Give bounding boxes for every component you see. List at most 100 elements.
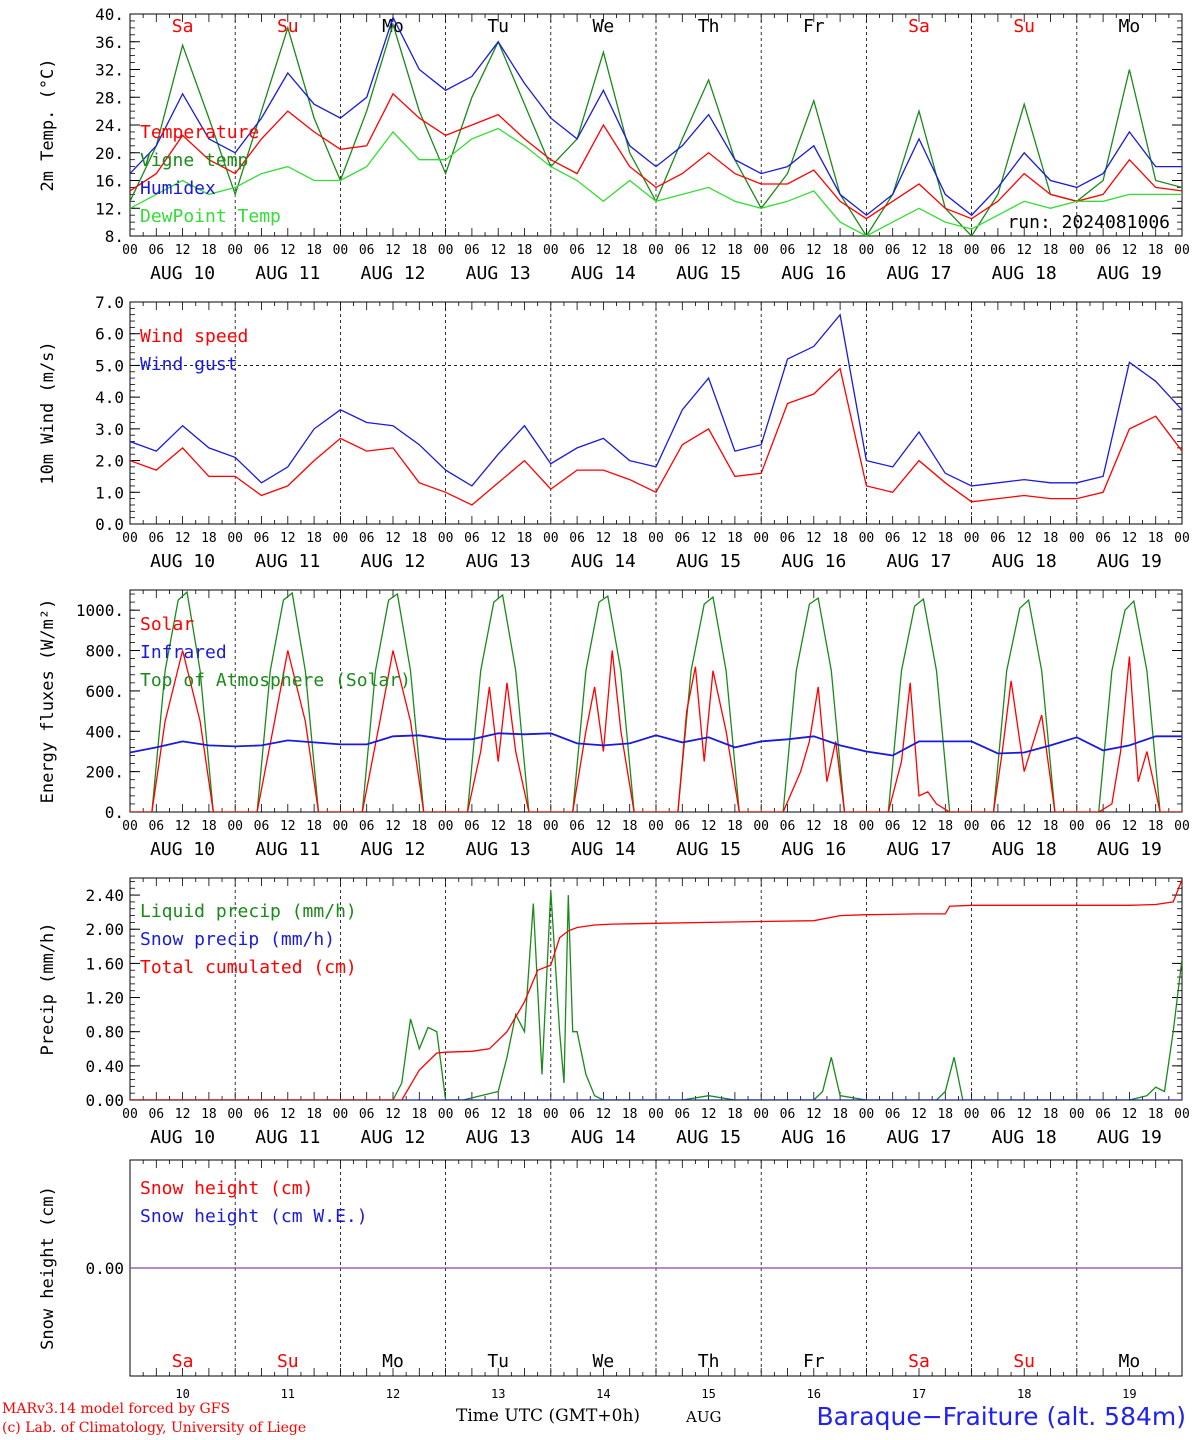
hour-tick-label: 06 bbox=[1095, 1107, 1111, 1122]
hour-tick-label: 12 bbox=[280, 531, 296, 546]
legend-entry: Solar bbox=[140, 614, 194, 635]
hour-tick-label: 06 bbox=[674, 243, 690, 258]
y-tick-label: 40. bbox=[95, 5, 124, 24]
hour-tick-label: 18 bbox=[727, 531, 743, 546]
date-label: AUG 14 bbox=[571, 839, 636, 860]
chart-panel-3: 0. 200. 400. 600. 800. 1000. 00 06 12 18 AUG 10 00 0… bbox=[38, 589, 1190, 860]
hour-tick-label: 06 bbox=[464, 1107, 480, 1122]
hour-tick-label: 06 bbox=[359, 243, 375, 258]
date-label: AUG 13 bbox=[466, 263, 531, 284]
hour-tick-label: 00 bbox=[648, 1107, 664, 1122]
lab-credit: (c) Lab. of Climatology, University of L… bbox=[2, 1420, 307, 1436]
hour-tick-label: 00 bbox=[543, 531, 559, 546]
location-label: Baraque−Fraiture (alt. 584m) bbox=[816, 1402, 1186, 1431]
bottom-date-label: 19 bbox=[1122, 1387, 1136, 1401]
hour-tick-label: 06 bbox=[359, 531, 375, 546]
hour-tick-label: 18 bbox=[1148, 1107, 1164, 1122]
hour-tick-label: 06 bbox=[359, 819, 375, 834]
hour-tick-label: 18 bbox=[517, 819, 533, 834]
hour-tick-label: 12 bbox=[1122, 1107, 1138, 1122]
hour-tick-label: 00 bbox=[1069, 1107, 1085, 1122]
time-axis-label: Time UTC (GMT+0h) bbox=[456, 1406, 641, 1426]
date-label: AUG 16 bbox=[781, 263, 846, 284]
date-label: AUG 11 bbox=[255, 839, 320, 860]
hour-tick-label: 00 bbox=[227, 243, 243, 258]
date-label: AUG 15 bbox=[676, 551, 741, 572]
day-name-label: Th bbox=[698, 1351, 720, 1372]
date-label: AUG 11 bbox=[255, 263, 320, 284]
hour-tick-label: 12 bbox=[806, 243, 822, 258]
hour-tick-label: 12 bbox=[806, 531, 822, 546]
y-tick-label: 32. bbox=[95, 61, 124, 80]
bottom-date-label: 12 bbox=[386, 1387, 400, 1401]
hour-tick-label: 00 bbox=[859, 1107, 875, 1122]
hour-tick-label: 18 bbox=[411, 1107, 427, 1122]
legend-entry: Liquid precip (mm/h) bbox=[140, 901, 357, 922]
hour-tick-label: 06 bbox=[780, 1107, 796, 1122]
y-axis-label: 2m Temp. (°C) bbox=[38, 58, 58, 191]
hour-tick-label: 18 bbox=[1043, 243, 1059, 258]
bottom-date-label: 10 bbox=[175, 1387, 189, 1401]
series-line-wind-gust bbox=[130, 313, 1182, 487]
date-label: AUG 11 bbox=[255, 1127, 320, 1148]
hour-tick-label: 00 bbox=[859, 531, 875, 546]
y-tick-label: 1000. bbox=[76, 601, 124, 620]
date-label: AUG 10 bbox=[150, 551, 215, 572]
hour-tick-label: 18 bbox=[727, 819, 743, 834]
series-line-solar bbox=[130, 650, 1182, 812]
y-tick-label: 0.40 bbox=[85, 1057, 124, 1076]
hour-tick-label: 00 bbox=[964, 243, 980, 258]
series-line-wind-speed bbox=[130, 367, 1182, 506]
hour-tick-label: 00 bbox=[333, 531, 349, 546]
hour-tick-label: 06 bbox=[359, 1107, 375, 1122]
day-name-label: Tu bbox=[487, 1351, 509, 1372]
run-label: run: 2024081006 bbox=[1007, 212, 1170, 233]
hour-tick-label: 06 bbox=[990, 1107, 1006, 1122]
hour-tick-label: 18 bbox=[1043, 531, 1059, 546]
hour-tick-label: 18 bbox=[411, 531, 427, 546]
hour-tick-label: 06 bbox=[148, 819, 164, 834]
hour-tick-label: 12 bbox=[1016, 819, 1032, 834]
hour-tick-label: 12 bbox=[1016, 243, 1032, 258]
y-tick-label: 12. bbox=[95, 199, 124, 218]
hour-tick-label: 06 bbox=[780, 819, 796, 834]
hour-tick-label: 00 bbox=[227, 819, 243, 834]
y-axis-label: Energy fluxes (W/m²) bbox=[38, 599, 58, 804]
hour-tick-label: 00 bbox=[122, 1107, 138, 1122]
date-label: AUG 16 bbox=[781, 1127, 846, 1148]
hour-tick-label: 18 bbox=[306, 1107, 322, 1122]
day-name-label: Th bbox=[698, 16, 720, 37]
hour-tick-label: 18 bbox=[1148, 531, 1164, 546]
y-tick-label: 0.00 bbox=[85, 1091, 124, 1110]
hour-tick-label: 00 bbox=[122, 819, 138, 834]
hour-tick-label: 06 bbox=[780, 243, 796, 258]
day-name-label: Sa bbox=[172, 1351, 194, 1372]
chart-panel-5: 0.00 Snow height (cm) Sa Su Mo Tu We Th Fr Sa Su Mo… bbox=[38, 1159, 1183, 1401]
hour-tick-label: 06 bbox=[780, 531, 796, 546]
hour-tick-label: 12 bbox=[911, 819, 927, 834]
hour-tick-label: 06 bbox=[569, 243, 585, 258]
hour-tick-label: 00 bbox=[1174, 819, 1190, 834]
y-tick-label: 7.0 bbox=[95, 293, 124, 312]
hour-tick-label: 12 bbox=[1016, 1107, 1032, 1122]
bottom-date-label: 13 bbox=[491, 1387, 505, 1401]
hour-tick-label: 12 bbox=[385, 1107, 401, 1122]
hour-tick-label: 06 bbox=[464, 243, 480, 258]
date-label: AUG 16 bbox=[781, 839, 846, 860]
hour-tick-label: 00 bbox=[438, 1107, 454, 1122]
date-label: AUG 13 bbox=[466, 839, 531, 860]
hour-tick-label: 12 bbox=[490, 1107, 506, 1122]
hour-tick-label: 12 bbox=[280, 819, 296, 834]
hour-tick-label: 18 bbox=[411, 243, 427, 258]
hour-tick-label: 00 bbox=[1069, 819, 1085, 834]
hour-tick-label: 12 bbox=[175, 1107, 191, 1122]
date-label: AUG 12 bbox=[360, 263, 425, 284]
hour-tick-label: 06 bbox=[885, 531, 901, 546]
date-label: AUG 14 bbox=[571, 263, 636, 284]
hour-tick-label: 00 bbox=[753, 1107, 769, 1122]
legend-entry: Total cumulated (cm) bbox=[140, 957, 357, 978]
y-tick-label: 36. bbox=[95, 33, 124, 52]
hour-tick-label: 06 bbox=[990, 531, 1006, 546]
hour-tick-label: 00 bbox=[1174, 1107, 1190, 1122]
